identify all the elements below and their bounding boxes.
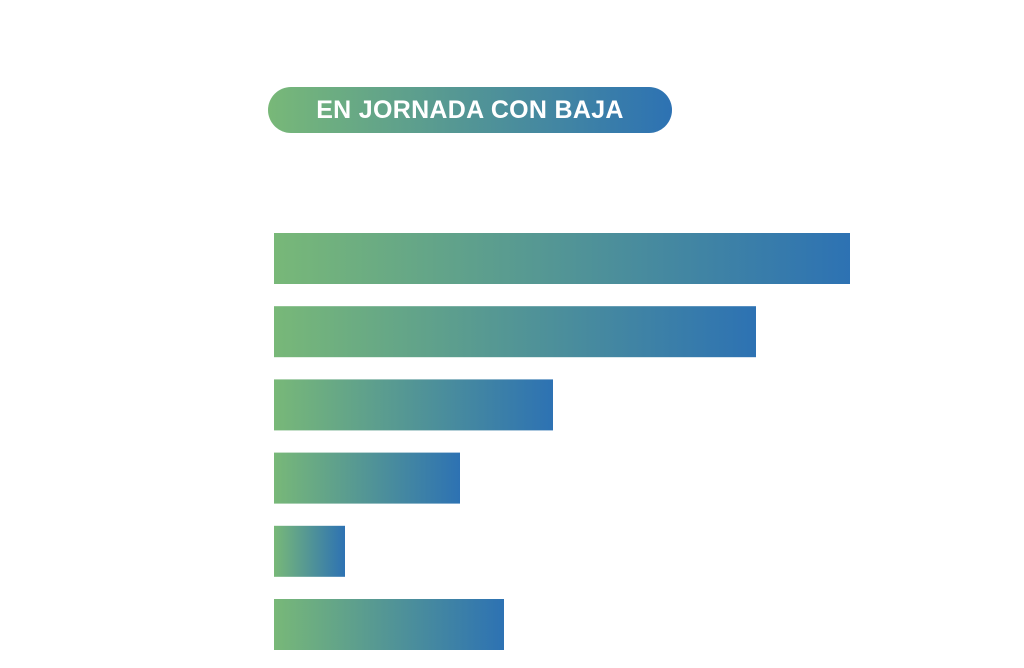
badge-en-jornada-con-baja: EN JORNADA CON BAJA bbox=[268, 87, 672, 133]
badge-label: EN JORNADA CON BAJA bbox=[316, 95, 624, 124]
bar-5 bbox=[274, 525, 345, 577]
bar-1 bbox=[274, 233, 850, 284]
bar-2 bbox=[274, 306, 756, 358]
bar-4 bbox=[274, 452, 460, 504]
bar-3 bbox=[274, 379, 553, 431]
bar-6 bbox=[274, 599, 504, 650]
